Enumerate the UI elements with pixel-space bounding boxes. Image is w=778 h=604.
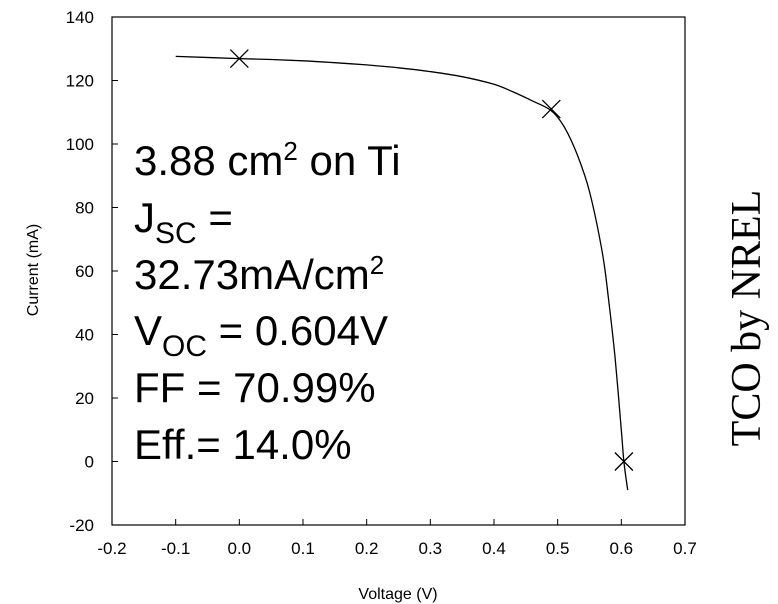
annotation-jsc-value: 32.73mA/cm2 bbox=[134, 250, 384, 298]
y-tick-label: 100 bbox=[66, 135, 94, 154]
data-markers bbox=[229, 49, 634, 471]
x-tick-label: 0.4 bbox=[482, 539, 506, 558]
x-tick-label: 0.7 bbox=[673, 539, 697, 558]
annotation-jsc: JSC = bbox=[134, 194, 233, 250]
x-axis: -0.2 -0.1 0.0 0.1 0.2 0.3 0.4 0.5 0.6 0.7 bbox=[97, 519, 697, 558]
y-tick-label: 140 bbox=[66, 8, 94, 27]
x-tick-label: 0.1 bbox=[291, 539, 315, 558]
x-marker-point bbox=[541, 99, 561, 119]
annotation-eff: Eff.= 14.0% bbox=[134, 421, 352, 468]
x-marker-point bbox=[229, 49, 249, 69]
x-tick-label: 0.0 bbox=[228, 539, 252, 558]
y-tick-label: 80 bbox=[75, 199, 94, 218]
x-tick-label: -0.2 bbox=[97, 539, 126, 558]
annotation-area: 3.88 cm2 on Ti bbox=[134, 136, 401, 184]
annotation-ff: FF = 70.99% bbox=[134, 364, 376, 411]
x-tick-label: 0.3 bbox=[419, 539, 443, 558]
y-tick-label: 20 bbox=[75, 389, 94, 408]
x-marker-point bbox=[614, 452, 634, 471]
x-tick-label: -0.1 bbox=[161, 539, 190, 558]
side-label: TCO by NREL bbox=[724, 190, 770, 447]
y-tick-label: 120 bbox=[66, 72, 94, 91]
y-tick-label: -20 bbox=[69, 516, 94, 535]
y-tick-label: 0 bbox=[85, 453, 94, 472]
annotation-block: 3.88 cm2 on Ti JSC = 32.73mA/cm2 VOC = 0… bbox=[134, 136, 401, 468]
y-tick-label: 40 bbox=[75, 326, 94, 345]
x-tick-label: 0.6 bbox=[610, 539, 634, 558]
x-tick-label: 0.5 bbox=[546, 539, 570, 558]
y-axis-label: Current (mA) bbox=[25, 224, 42, 316]
annotation-voc: VOC = 0.604V bbox=[134, 307, 388, 363]
y-tick-label: 60 bbox=[75, 262, 94, 281]
x-axis-label: Voltage (V) bbox=[358, 586, 437, 603]
iv-curve-line bbox=[175, 55, 629, 491]
x-tick-label: 0.2 bbox=[355, 539, 379, 558]
y-axis: 140 120 100 80 60 40 20 0 -20 bbox=[66, 8, 118, 535]
